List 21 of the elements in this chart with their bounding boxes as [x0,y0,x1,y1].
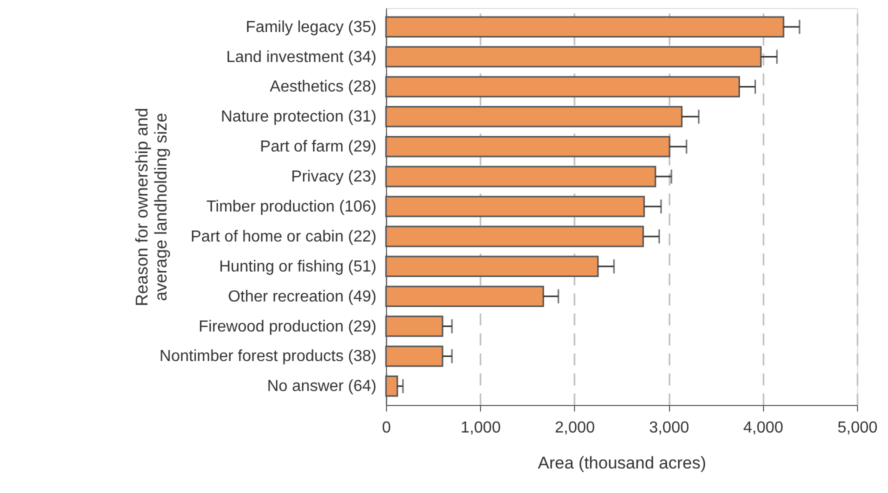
y-tick-label: Aesthetics (28) [270,78,376,96]
y-tick-label: Nature protection (31) [220,108,376,126]
y-tick-label: No answer (64) [267,378,376,396]
x-axis-title: Area (thousand acres) [538,454,706,472]
x-tick-label: 4,000 [743,420,784,436]
y-tick-label: Timber production (106) [206,198,376,216]
x-tick-label: 5,000 [837,420,878,436]
x-tick-label: 1,000 [460,420,501,436]
y-tick-label: Land investment (34) [226,48,376,66]
x-tick-label: 2,000 [554,420,596,436]
y-tick-label: Hunting or fishing (51) [219,258,376,276]
y-tick-label: Other recreation (49) [228,288,376,306]
y-tick-label: Part of farm (29) [260,138,376,156]
y-axis-title: Reason for ownership and average landholding size [132,108,170,306]
y-tick-label: Nontimber forest products (38) [160,348,376,366]
x-tick-label: 3,000 [649,420,690,436]
y-tick-label: Firewood production (29) [198,318,376,336]
y-tick-label: Family legacy (35) [246,18,376,36]
y-tick-label: Part of home or cabin (22) [190,228,376,246]
x-tick-label: 0 [382,420,392,436]
y-tick-label: Privacy (23) [291,168,376,186]
